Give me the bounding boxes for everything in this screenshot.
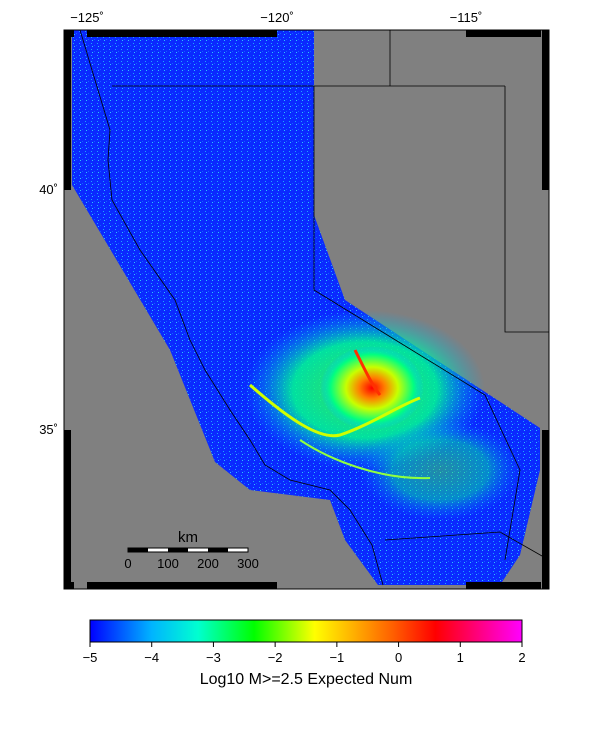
colorbar-tick-label: 0 [395,650,402,665]
scale-unit: km [178,529,198,546]
scale-tick: 100 [157,556,179,571]
colorbar-title: Log10 M>=2.5 Expected Num [200,671,413,688]
lon-label: −115˚ [450,10,483,25]
colorbar-gradient [90,620,522,642]
colorbar-tick-label: −4 [144,650,159,665]
activity-glow-south [360,420,520,520]
hotspot [320,346,424,430]
lat-label: 35˚ [39,422,58,437]
colorbar: −5 −4 −3 −2 −1 0 1 2 Log10 M>=2.5 Expected Num [83,620,526,688]
lon-label: −125˚ [70,10,104,25]
colorbar-tick-label: −5 [83,650,98,665]
colorbar-tick-label: −1 [329,650,344,665]
scale-tick: 0 [124,556,131,571]
colorbar-tick-label: −3 [206,650,221,665]
scale-tick: 200 [197,556,219,571]
lat-label: 40˚ [39,182,58,197]
colorbar-tick-label: −2 [268,650,283,665]
scale-tick: 300 [237,556,259,571]
colorbar-tick-label: 2 [518,650,525,665]
colorbar-tick-label: 1 [457,650,464,665]
lon-label: −120˚ [260,10,294,25]
